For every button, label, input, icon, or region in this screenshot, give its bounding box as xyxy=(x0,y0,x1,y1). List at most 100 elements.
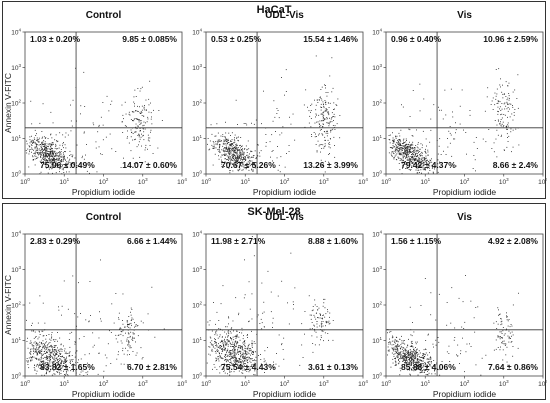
event-dot xyxy=(320,103,322,105)
event-dot xyxy=(399,351,401,353)
event-dot xyxy=(57,152,59,154)
event-dot xyxy=(507,124,509,126)
event-dot xyxy=(423,162,425,164)
event-dot xyxy=(390,153,392,155)
event-dot xyxy=(233,159,235,161)
event-dot xyxy=(410,158,412,160)
event-dot xyxy=(393,353,395,355)
event-dot xyxy=(417,359,419,360)
event-dot xyxy=(230,148,232,150)
event-dot xyxy=(270,311,272,313)
event-dot xyxy=(59,160,61,162)
event-dot xyxy=(231,150,233,152)
event-dot xyxy=(216,123,218,125)
event-dot xyxy=(321,317,323,319)
event-dot xyxy=(395,143,397,145)
event-dot xyxy=(431,164,433,166)
event-dot xyxy=(330,138,331,140)
y-tick-label: 100 xyxy=(372,372,382,381)
event-dot xyxy=(507,104,509,105)
event-dot xyxy=(226,343,228,345)
event-dot xyxy=(224,166,225,167)
event-dot xyxy=(388,349,390,351)
event-dot xyxy=(226,162,228,164)
event-dot xyxy=(226,159,228,161)
event-dot xyxy=(403,355,405,356)
event-dot xyxy=(228,167,230,169)
event-dot xyxy=(424,159,425,161)
event-dot xyxy=(252,162,254,164)
event-dot xyxy=(408,154,409,156)
event-dot xyxy=(47,346,49,348)
event-dot xyxy=(34,365,35,366)
event-dot xyxy=(234,362,236,363)
event-dot xyxy=(58,372,60,374)
event-dot xyxy=(422,363,424,365)
event-dot xyxy=(36,133,37,135)
x-tick-exponent: 3 xyxy=(326,379,329,384)
event-dot xyxy=(151,116,152,118)
event-dot xyxy=(314,325,315,327)
event-dot xyxy=(507,110,509,112)
x-tick-label: 104 xyxy=(177,379,187,388)
event-dot xyxy=(316,114,317,116)
event-dot xyxy=(408,338,409,340)
event-dot xyxy=(234,152,236,154)
event-dot xyxy=(32,155,33,157)
event-dot xyxy=(72,163,73,164)
event-dot xyxy=(228,150,230,152)
event-dot xyxy=(412,156,414,157)
event-dot xyxy=(449,126,451,127)
event-dot xyxy=(137,325,139,326)
event-dot xyxy=(412,355,414,357)
event-dot xyxy=(239,345,241,346)
event-dot xyxy=(130,136,132,138)
event-dot xyxy=(230,359,232,361)
panel-title: Control xyxy=(86,212,122,223)
event-dot xyxy=(231,143,232,145)
event-dot xyxy=(425,157,427,159)
event-dot xyxy=(410,357,412,358)
event-dot xyxy=(420,357,422,358)
event-dot xyxy=(133,101,135,103)
event-dot xyxy=(263,358,265,360)
event-dot xyxy=(236,165,238,167)
event-dot xyxy=(321,129,322,130)
event-dot xyxy=(231,160,233,161)
event-dot xyxy=(505,96,507,97)
event-dot xyxy=(490,104,492,105)
event-dot xyxy=(411,151,412,153)
event-dot xyxy=(234,359,236,361)
event-dot xyxy=(427,154,429,156)
event-dot xyxy=(418,350,420,352)
event-dot xyxy=(416,166,417,168)
event-dot xyxy=(46,160,47,161)
event-dot xyxy=(405,168,407,169)
event-dot xyxy=(249,368,251,370)
event-dot xyxy=(133,333,135,335)
event-dot xyxy=(47,160,49,162)
event-dot xyxy=(56,354,58,355)
event-dot xyxy=(53,159,55,161)
event-dot xyxy=(43,152,45,153)
event-dot xyxy=(40,350,42,352)
event-dot xyxy=(224,338,225,340)
event-dot xyxy=(135,126,137,128)
event-dot xyxy=(28,153,30,155)
event-dot xyxy=(330,131,332,133)
event-dot xyxy=(245,159,247,161)
event-dot xyxy=(230,163,232,165)
event-dot xyxy=(514,109,516,110)
event-dot xyxy=(58,367,59,368)
event-dot xyxy=(438,293,440,295)
event-dot xyxy=(76,350,78,352)
event-dot xyxy=(322,321,324,322)
event-dot xyxy=(36,144,38,146)
event-dot xyxy=(46,153,47,155)
event-dot xyxy=(60,153,62,155)
event-dot xyxy=(34,141,36,143)
event-dot xyxy=(236,144,238,146)
event-dot xyxy=(77,362,79,363)
event-dot xyxy=(226,147,228,149)
event-dot xyxy=(121,121,123,122)
